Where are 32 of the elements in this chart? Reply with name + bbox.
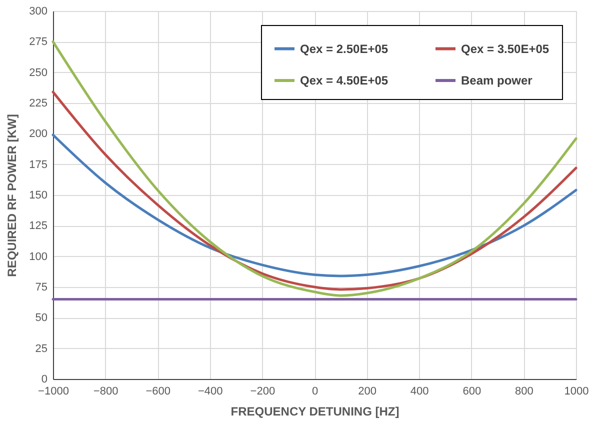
legend-label: Beam power bbox=[461, 74, 533, 88]
y-tick-label: 25 bbox=[35, 342, 48, 355]
x-tick-label: −200 bbox=[250, 386, 276, 398]
x-tick-label: 800 bbox=[515, 386, 534, 398]
legend-label: Qex = 4.50E+05 bbox=[300, 74, 388, 88]
line-series bbox=[52, 134, 578, 278]
y-tick-label: 150 bbox=[29, 190, 48, 202]
y-tick-label: 50 bbox=[35, 312, 48, 324]
y-tick-label: 0 bbox=[41, 374, 48, 386]
legend-label: Qex = 2.50E+05 bbox=[300, 42, 388, 56]
y-tick-label: 225 bbox=[29, 98, 48, 110]
y-tick-label: 200 bbox=[29, 128, 48, 140]
x-tick-label: −400 bbox=[198, 386, 223, 398]
x-tick-label: −800 bbox=[93, 386, 118, 398]
x-axis-title: FREQUENCY DETUNING [HZ] bbox=[230, 404, 400, 418]
y-tick-label: 75 bbox=[35, 282, 48, 294]
y-tick-label: 100 bbox=[29, 250, 48, 263]
y-tick-label: 250 bbox=[29, 66, 48, 79]
y-tick-label: 125 bbox=[29, 220, 48, 232]
legend-label: Qex = 3.50E+05 bbox=[461, 42, 550, 56]
x-tick-label: 600 bbox=[462, 386, 482, 398]
x-tick-label: 0 bbox=[312, 386, 318, 398]
y-tick-label: 175 bbox=[29, 158, 48, 171]
line-series bbox=[52, 40, 578, 297]
x-tick-label: 200 bbox=[358, 386, 376, 398]
x-tick-label: 1000 bbox=[564, 386, 589, 398]
y-axis-title: REQUIRED RF POWER [KW] bbox=[5, 114, 20, 277]
y-tick-label: 275 bbox=[29, 36, 48, 48]
y-tick-label: 300 bbox=[29, 6, 48, 18]
x-tick-label: −600 bbox=[146, 386, 170, 398]
x-tick-label: −1000 bbox=[38, 386, 69, 398]
x-tick-label: 400 bbox=[410, 386, 429, 398]
